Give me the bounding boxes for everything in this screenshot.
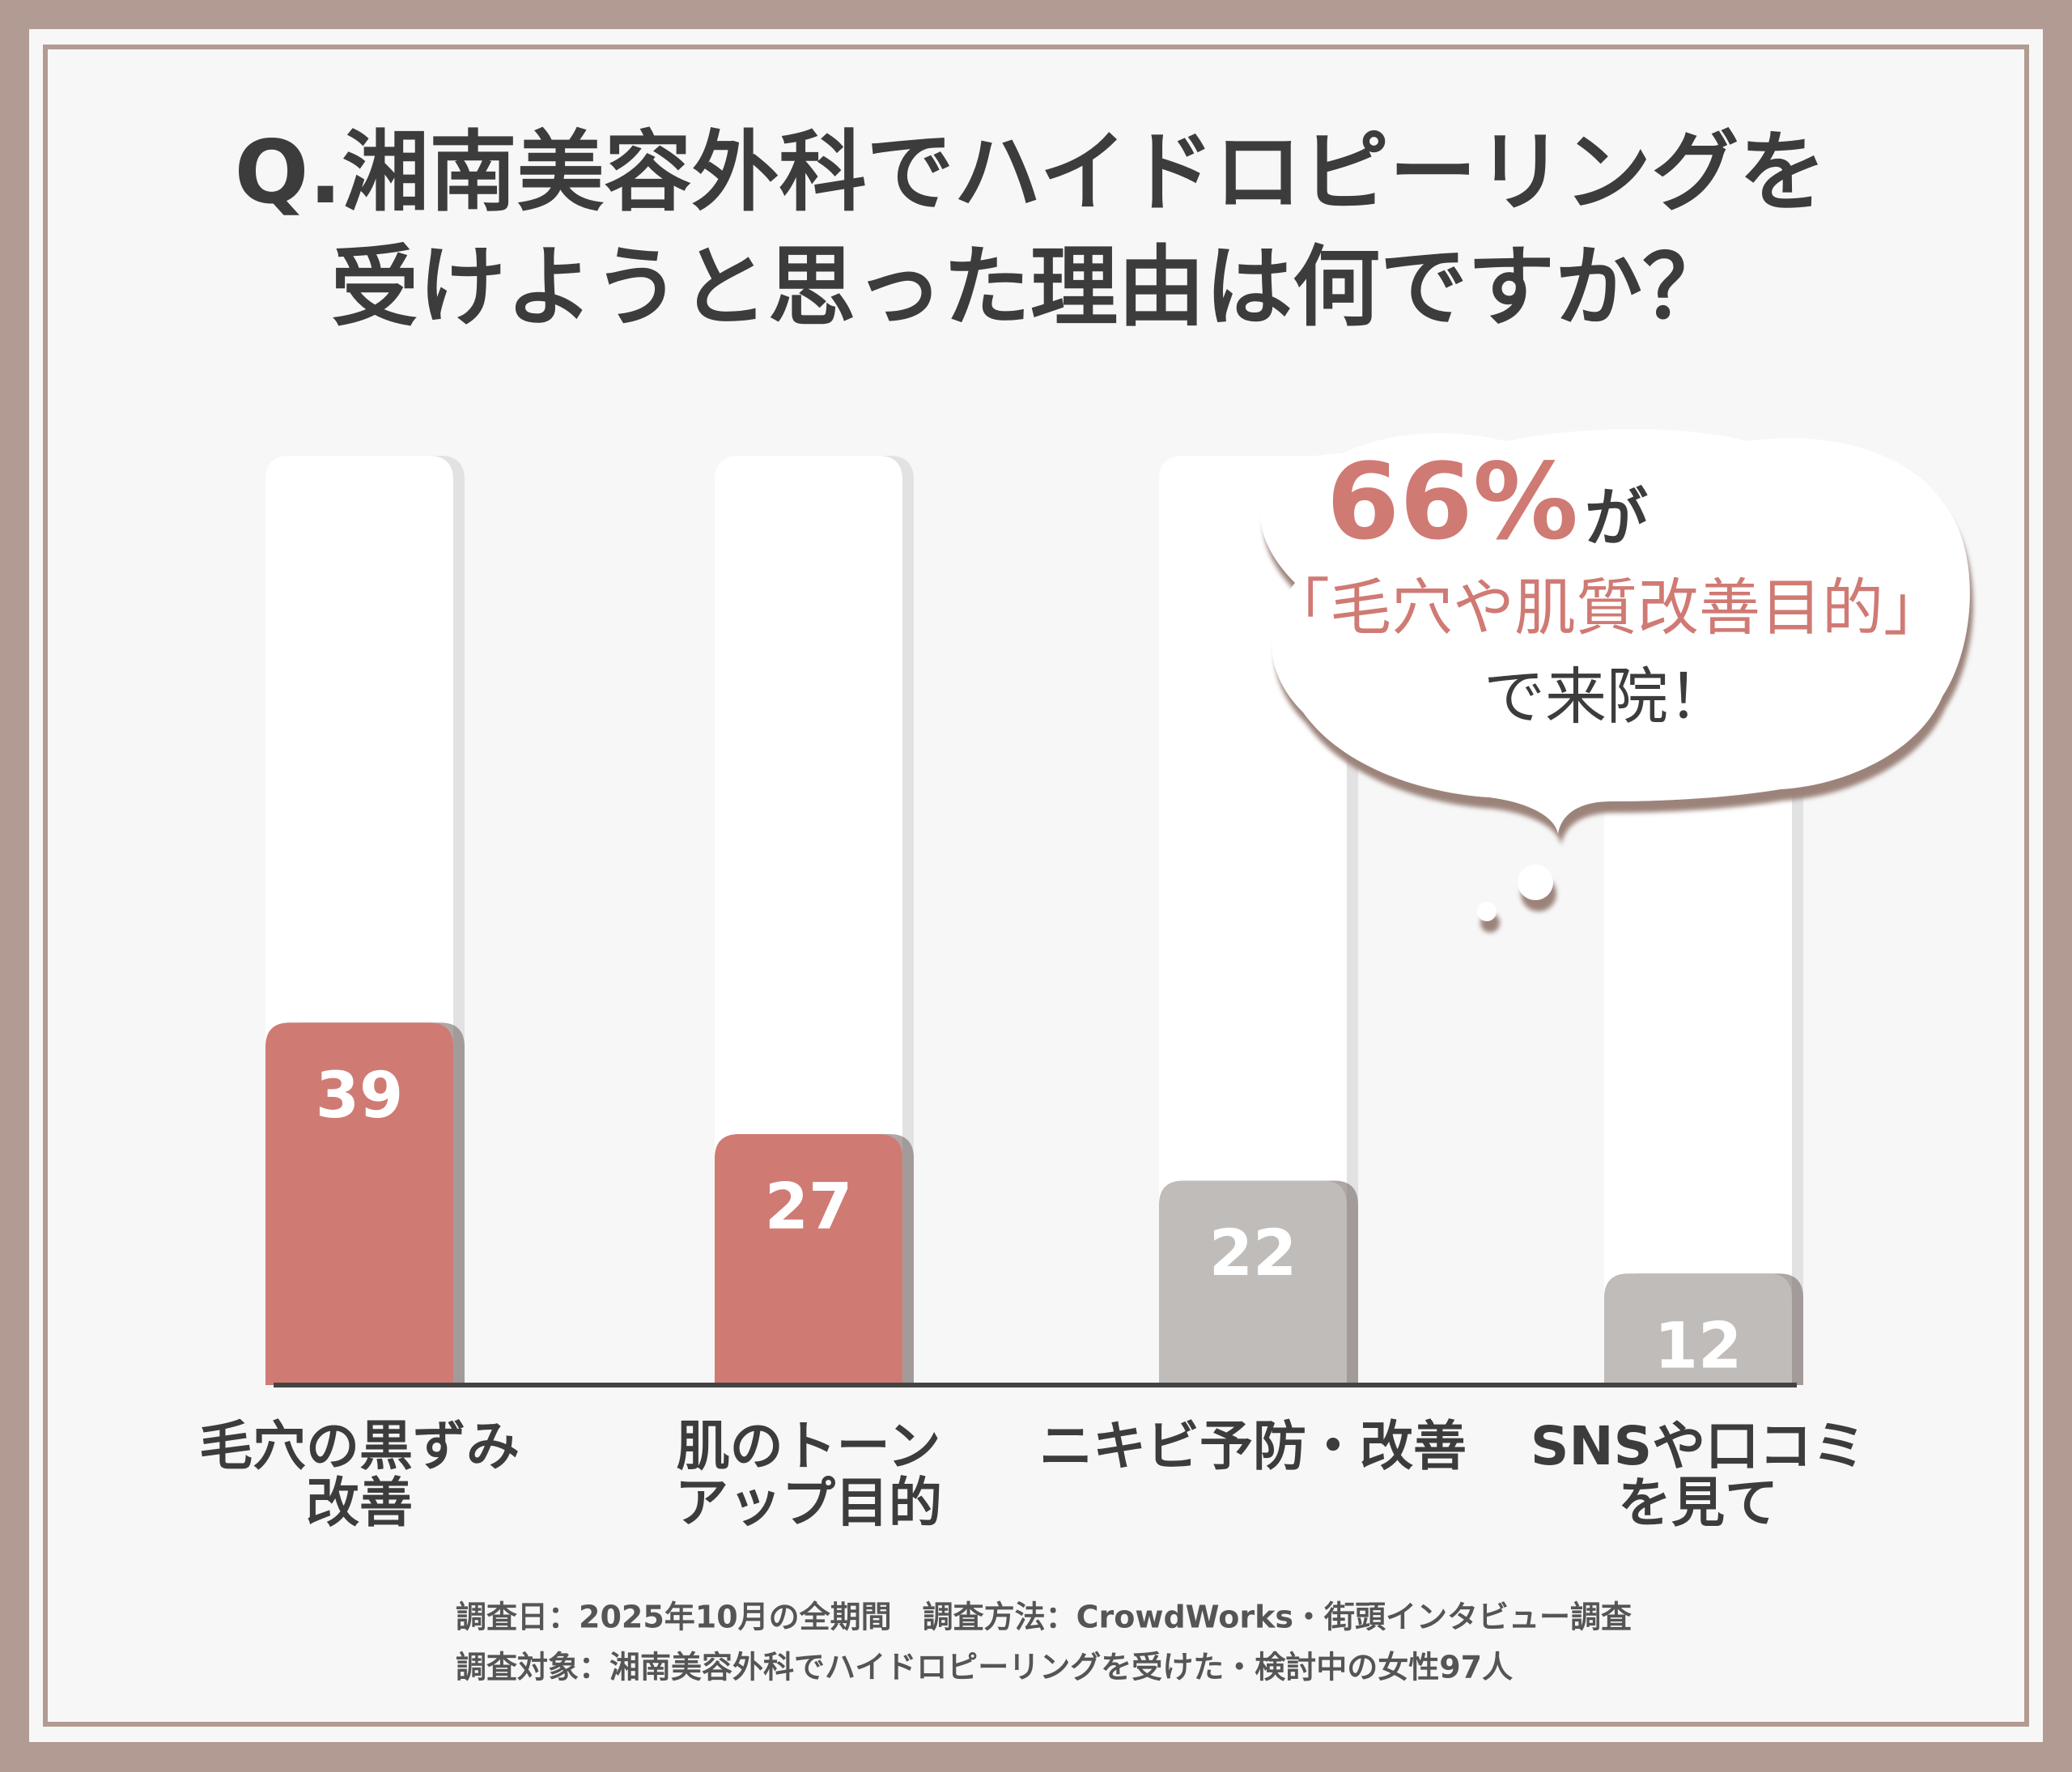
value-label: 12 xyxy=(1654,1311,1743,1383)
callout xyxy=(1260,429,1970,921)
highlight: 66% xyxy=(1327,440,1578,563)
footnote: 調査日：2025年10月の全期間 調査方法：CrowdWorks・街頭インタビュ… xyxy=(456,1600,1632,1635)
bar xyxy=(1159,1180,1347,1385)
value-label: 27 xyxy=(765,1171,853,1244)
value-label: 39 xyxy=(316,1060,404,1132)
footnote: 調査対象：湘南美容外科でハイドロピーリングを受けた・検討中の女性97人 xyxy=(456,1650,1513,1685)
bar xyxy=(1604,1273,1792,1385)
x-tick-label: ニキビ予防・改善 xyxy=(1039,1415,1467,1477)
bar xyxy=(715,1134,902,1385)
callout-text: で来院！ xyxy=(1484,661,1730,733)
x-tick-label: 毛穴の黒ずみ xyxy=(199,1415,520,1477)
title: 受けようと思った理由は何ですか？ xyxy=(331,237,1730,338)
bar xyxy=(265,1022,453,1385)
x-tick-label: 肌のトーン xyxy=(677,1415,941,1477)
x-tick-label: SNSや口コミ xyxy=(1531,1415,1866,1477)
x-tick-label: を見て xyxy=(1618,1472,1778,1534)
speech-cloud xyxy=(1260,429,1970,834)
callout-text: 「毛穴や肌質改善目的」 xyxy=(1268,572,1945,644)
highlight-suffix: が xyxy=(1585,482,1648,555)
x-tick-label: アップ目的 xyxy=(675,1472,942,1534)
inner-border xyxy=(43,45,2029,1727)
title: Q.湘南美容外科でハイドロピーリングを xyxy=(235,122,1827,223)
cloud-dot xyxy=(1477,902,1497,921)
x-tick-label: 改善 xyxy=(306,1472,413,1534)
cloud-dot xyxy=(1518,865,1553,900)
value-label: 22 xyxy=(1209,1217,1297,1290)
